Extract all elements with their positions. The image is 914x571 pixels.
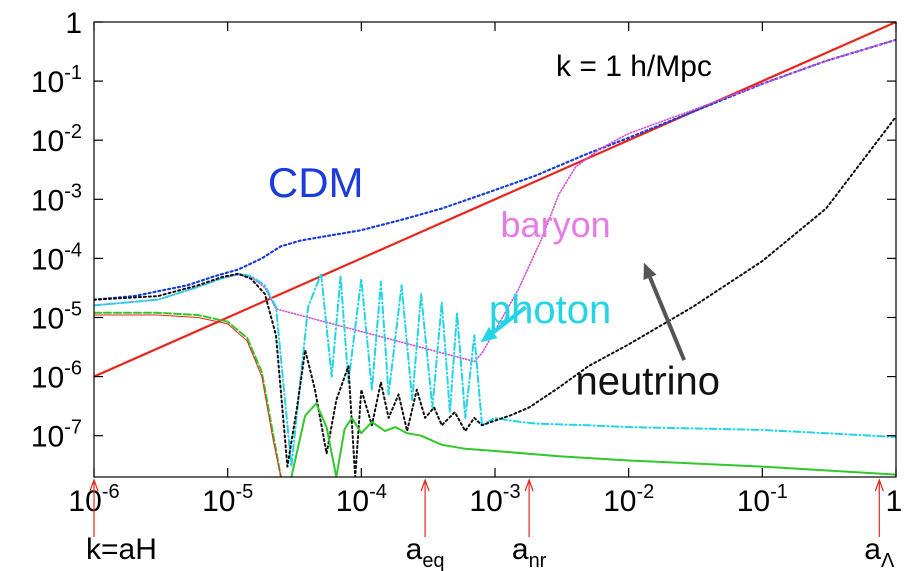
x-tick-label: 10-1 <box>737 481 788 518</box>
marker-arrow-head <box>420 478 430 492</box>
x-tick-label: 1 <box>886 485 903 518</box>
annotation-arrow-head-0 <box>480 326 498 343</box>
labels-layer: CDM baryon photon neutrino <box>268 159 720 404</box>
y-tick-label: 10-6 <box>31 358 82 395</box>
series-label-neutrino: neutrino <box>575 359 720 403</box>
y-tick-label: 10-4 <box>31 239 82 276</box>
series-line-6 <box>290 402 896 477</box>
series-line-5 <box>94 311 282 477</box>
series-photon-line <box>94 272 896 468</box>
marker-label: k=aH <box>86 533 157 566</box>
series-cdm-line <box>94 38 896 301</box>
series-line-7 <box>94 314 282 477</box>
marker-arrow-head <box>874 478 884 492</box>
series-line-0 <box>94 22 896 378</box>
marker-label: anr <box>512 533 547 571</box>
x-tick-label: 10-5 <box>202 481 253 518</box>
series-label-baryon: baryon <box>501 204 611 245</box>
x-tick-label: 10-2 <box>603 481 654 518</box>
markers-layer: k=aH aeq anr aΛ <box>86 478 895 571</box>
marker-arrow-head <box>89 478 99 492</box>
chart-title: k = 1 h/Mpc <box>556 50 712 83</box>
annotation-arrow-head-1 <box>643 262 657 281</box>
annotation-arrow-1 <box>648 276 686 361</box>
y-tick-label: 1 <box>65 7 82 40</box>
marker-arrow-head <box>524 478 534 492</box>
marker-label: aΛ <box>864 533 895 571</box>
series-label-cdm: CDM <box>268 159 364 206</box>
plot-area: 10-6 10-5 10-4 10-3 10-2 10-1 1 1 10-1 10-2 10-3 10… <box>31 7 903 571</box>
x-tick-label: 10-4 <box>336 481 387 518</box>
ticks-layer: 10-6 10-5 10-4 10-3 10-2 10-1 1 1 10-1 10-2 10-3 10… <box>31 7 903 518</box>
y-tick-label: 10-3 <box>31 180 82 217</box>
x-tick-label: 10-3 <box>469 481 520 518</box>
annotation-arrow-0 <box>491 305 528 335</box>
y-tick-label: 10-5 <box>31 298 82 335</box>
marker-label: aeq <box>406 533 445 571</box>
y-tick-label: 10-7 <box>31 417 82 454</box>
y-tick-label: 10-1 <box>31 62 82 99</box>
series-label-photon: photon <box>489 288 611 332</box>
series-layer <box>94 22 896 477</box>
y-tick-label: 10-2 <box>31 121 82 158</box>
x-tick-label: 10-6 <box>68 481 119 518</box>
